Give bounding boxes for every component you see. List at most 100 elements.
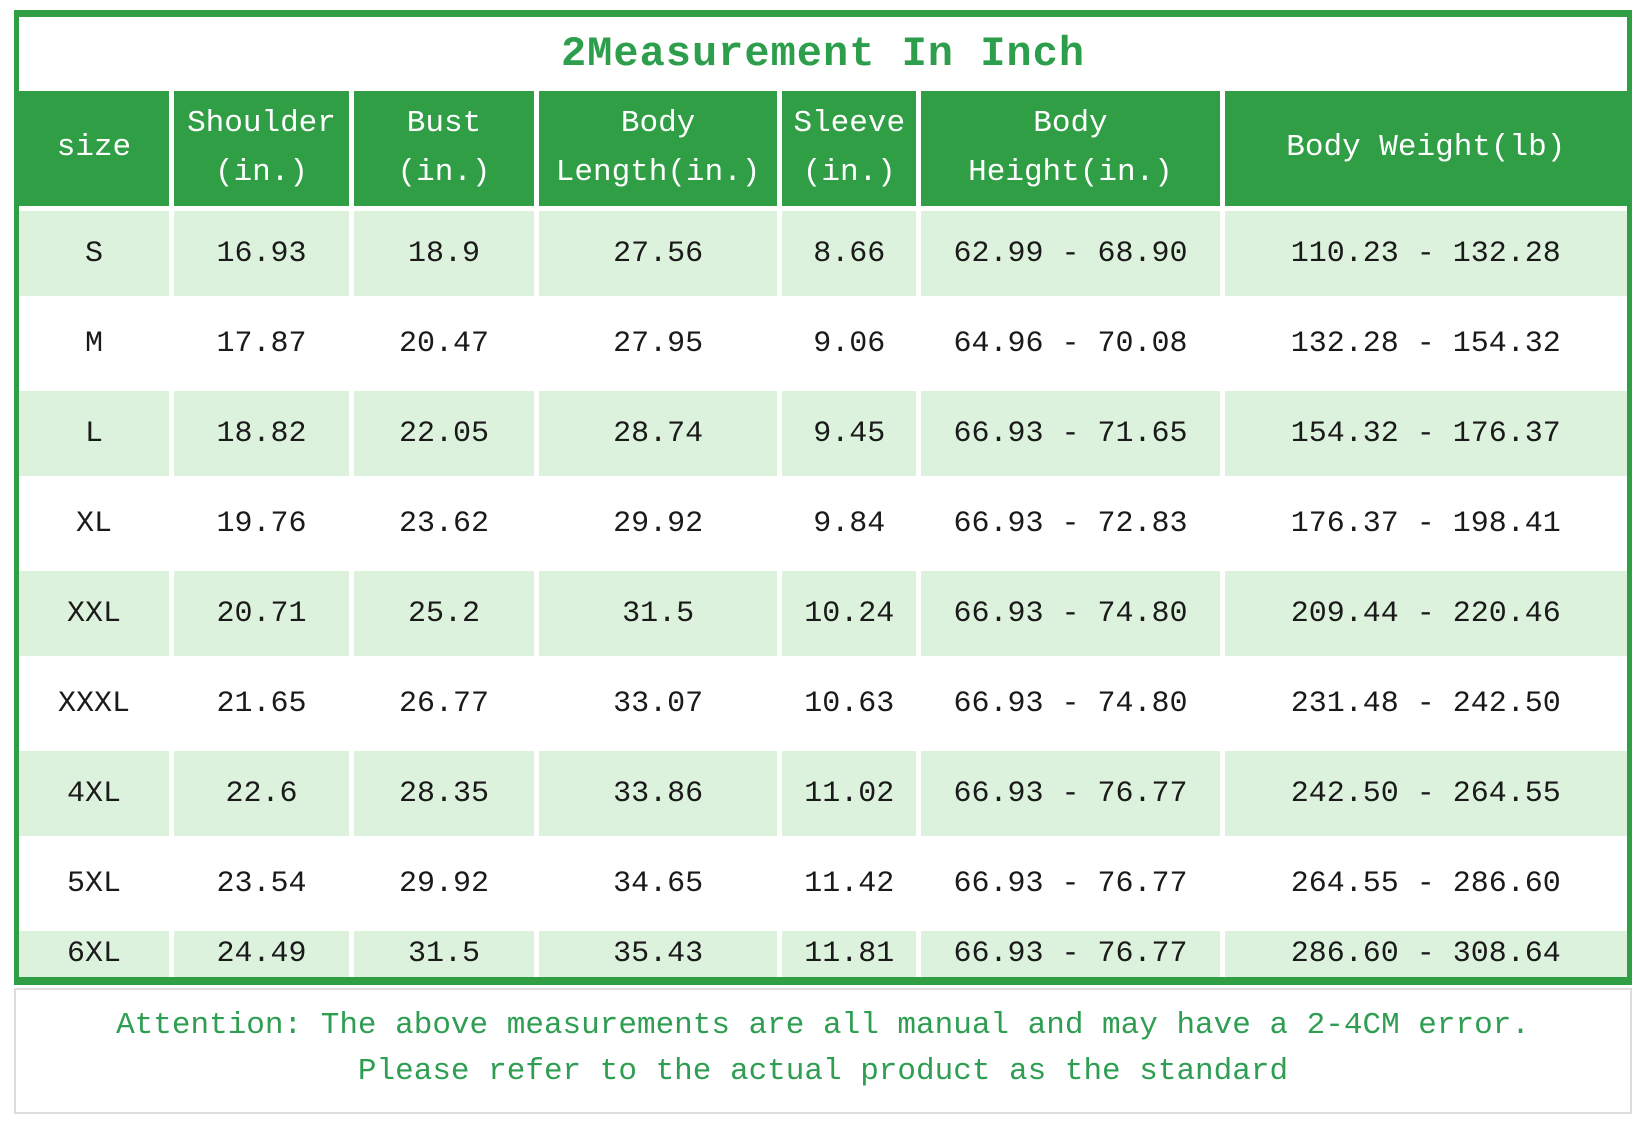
size-cell: 6XL	[19, 931, 169, 977]
table-cell: 264.55 - 286.60	[1224, 841, 1627, 926]
table-cell: 26.77	[354, 661, 534, 746]
col-header-shoulder: Shoulder (in.)	[173, 91, 350, 206]
table-cell: 33.86	[538, 751, 778, 836]
table-cell: 29.92	[538, 481, 778, 566]
table-row-4xl: 4XL 22.6 28.35 33.86 11.02 66.93 - 76.77…	[19, 751, 1627, 836]
size-table-wrap: size Shoulder (in.) Bust (in.) Body Length(…	[19, 91, 1627, 977]
table-cell: 66.93 - 72.83	[921, 481, 1220, 566]
col-header-unit: Height(in.)	[968, 154, 1173, 190]
table-cell: 9.45	[782, 391, 917, 476]
size-chart-frame: 2Measurement In Inch size Shoulder (in.)	[14, 10, 1632, 985]
col-header-label: Shoulder	[187, 106, 336, 142]
table-header: size Shoulder (in.) Bust (in.) Body Length(…	[19, 91, 1627, 206]
table-cell: 33.07	[538, 661, 778, 746]
table-cell: 66.93 - 74.80	[921, 571, 1220, 656]
table-cell: 11.81	[782, 931, 917, 977]
table-row-m: M 17.87 20.47 27.95 9.06 64.96 - 70.08 1…	[19, 301, 1627, 386]
table-cell: 22.6	[173, 751, 350, 836]
col-header-label: Body	[620, 106, 696, 142]
attention-note: Attention: The above measurements are al…	[14, 988, 1632, 1114]
table-row-xxl: XXL 20.71 25.2 31.5 10.24 66.93 - 74.80 …	[19, 571, 1627, 656]
header-row: size Shoulder (in.) Bust (in.) Body Length(…	[19, 91, 1627, 206]
table-cell: 20.47	[354, 301, 534, 386]
col-header-label: Body	[1033, 106, 1108, 142]
table-cell: 110.23 - 132.28	[1224, 211, 1627, 296]
table-row-6xl: 6XL 24.49 31.5 35.43 11.81 66.93 - 76.77…	[19, 931, 1627, 977]
size-table: size Shoulder (in.) Bust (in.) Body Length(…	[19, 91, 1627, 977]
table-cell: 23.62	[354, 481, 534, 566]
table-cell: 9.84	[782, 481, 917, 566]
table-cell: 132.28 - 154.32	[1224, 301, 1627, 386]
table-cell: 20.71	[173, 571, 350, 656]
table-cell: 66.93 - 74.80	[921, 661, 1220, 746]
table-cell: 154.32 - 176.37	[1224, 391, 1627, 476]
note-line-1: Attention: The above measurements are al…	[116, 1008, 1530, 1043]
table-cell: 27.56	[538, 211, 778, 296]
table-cell: 286.60 - 308.64	[1224, 931, 1627, 977]
size-cell: XXXL	[19, 661, 169, 746]
col-header-body-weight: Body Weight(lb)	[1224, 91, 1627, 206]
col-header-unit: (in.)	[214, 154, 308, 190]
col-header-body-length: Body Length(in.)	[538, 91, 778, 206]
table-cell: 25.2	[354, 571, 534, 656]
col-header-size: size	[19, 91, 169, 206]
table-cell: 28.74	[538, 391, 778, 476]
size-cell: 5XL	[19, 841, 169, 926]
table-cell: 18.82	[173, 391, 350, 476]
table-cell: 66.93 - 71.65	[921, 391, 1220, 476]
col-header-label: Bust	[406, 106, 482, 142]
size-chart-page: 2Measurement In Inch size Shoulder (in.)	[14, 10, 1632, 1114]
col-header-sleeve: Sleeve (in.)	[782, 91, 917, 206]
table-row-l: L 18.82 22.05 28.74 9.45 66.93 - 71.65 1…	[19, 391, 1627, 476]
col-header-unit: (in.)	[397, 154, 491, 190]
table-cell: 29.92	[354, 841, 534, 926]
table-cell: 16.93	[173, 211, 350, 296]
table-cell: 10.63	[782, 661, 917, 746]
table-cell: 62.99 - 68.90	[921, 211, 1220, 296]
table-row-xxxl: XXXL 21.65 26.77 33.07 10.63 66.93 - 74.…	[19, 661, 1627, 746]
table-cell: 21.65	[173, 661, 350, 746]
table-cell: 66.93 - 76.77	[921, 931, 1220, 977]
col-header-bust: Bust (in.)	[354, 91, 534, 206]
table-cell: 209.44 - 220.46	[1224, 571, 1627, 656]
table-cell: 22.05	[354, 391, 534, 476]
table-row-xl: XL 19.76 23.62 29.92 9.84 66.93 - 72.83 …	[19, 481, 1627, 566]
col-header-unit: (in.)	[802, 154, 896, 190]
table-cell: 24.49	[173, 931, 350, 977]
table-cell: 19.76	[173, 481, 350, 566]
table-cell: 242.50 - 264.55	[1224, 751, 1627, 836]
note-line-2: Please refer to the actual product as th…	[357, 1053, 1289, 1089]
table-cell: 231.48 - 242.50	[1224, 661, 1627, 746]
table-cell: 27.95	[538, 301, 778, 386]
table-cell: 31.5	[538, 571, 778, 656]
table-cell: 34.65	[538, 841, 778, 926]
table-cell: 31.5	[354, 931, 534, 977]
size-cell: XL	[19, 481, 169, 566]
table-cell: 11.02	[782, 751, 917, 836]
col-header-label: Sleeve	[793, 106, 906, 142]
table-cell: 28.35	[354, 751, 534, 836]
table-cell: 9.06	[782, 301, 917, 386]
size-cell: L	[19, 391, 169, 476]
size-cell: S	[19, 211, 169, 296]
table-cell: 10.24	[782, 571, 917, 656]
col-header-unit: Length(in.)	[555, 154, 761, 190]
size-cell: 4XL	[19, 751, 169, 836]
table-body: S 16.93 18.9 27.56 8.66 62.99 - 68.90 11…	[19, 211, 1627, 977]
table-row-s: S 16.93 18.9 27.56 8.66 62.99 - 68.90 11…	[19, 211, 1627, 296]
col-header-label: Body Weight(lb)	[1286, 130, 1566, 166]
table-cell: 176.37 - 198.41	[1224, 481, 1627, 566]
page-title: 2Measurement In Inch	[560, 30, 1086, 78]
table-cell: 17.87	[173, 301, 350, 386]
table-cell: 18.9	[354, 211, 534, 296]
table-cell: 66.93 - 76.77	[921, 841, 1220, 926]
table-cell: 23.54	[173, 841, 350, 926]
title-band: 2Measurement In Inch	[19, 17, 1627, 91]
table-cell: 35.43	[538, 931, 778, 977]
table-row-5xl: 5XL 23.54 29.92 34.65 11.42 66.93 - 76.7…	[19, 841, 1627, 926]
table-cell: 66.93 - 76.77	[921, 751, 1220, 836]
size-cell: M	[19, 301, 169, 386]
col-header-body-height: Body Height(in.)	[921, 91, 1220, 206]
table-cell: 11.42	[782, 841, 917, 926]
size-cell: XXL	[19, 571, 169, 656]
